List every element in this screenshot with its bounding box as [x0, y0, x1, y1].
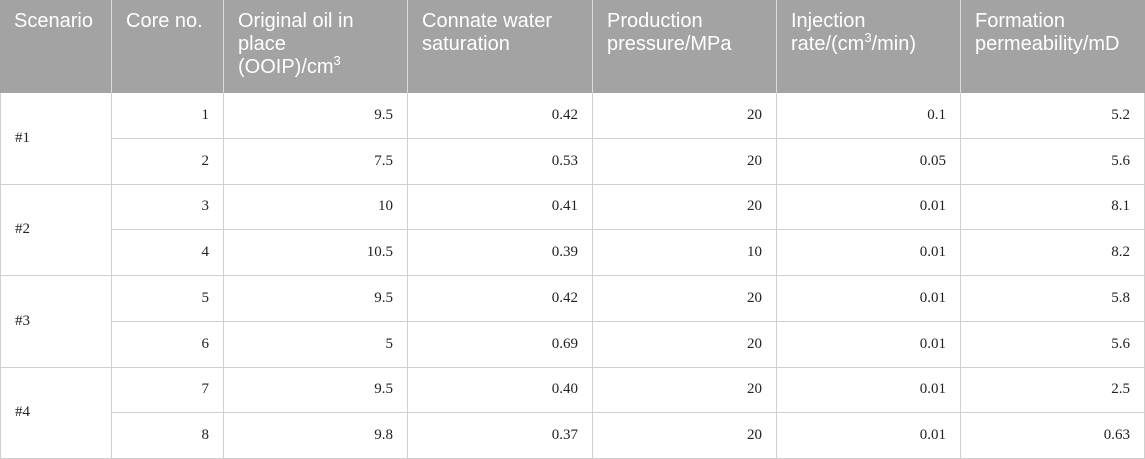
cell-permeability: 5.8 — [961, 276, 1145, 322]
cell-permeability: 5.6 — [961, 321, 1145, 368]
header-ooip-line2: place — [238, 33, 286, 55]
cell-core: 1 — [112, 93, 224, 139]
cell-ooip: 9.5 — [224, 367, 408, 414]
cell-pressure: 20 — [593, 138, 777, 185]
header-connate-water: Connate water saturation — [408, 0, 593, 93]
header-injection-unit-tail: /min) — [871, 33, 917, 55]
cell-ooip: 9.5 — [224, 276, 408, 322]
cell-connate: 0.40 — [408, 367, 593, 414]
scenario-cell: #2 — [0, 184, 112, 276]
header-core-no: Core no. — [112, 0, 224, 93]
header-ooip-superscript: 3 — [333, 53, 341, 68]
cell-core: 3 — [112, 184, 224, 231]
cell-injection: 0.01 — [777, 276, 961, 322]
cell-injection: 0.01 — [777, 184, 961, 231]
header-core-no-label: Core no. — [126, 10, 203, 32]
header-injection-rate: Injection rate/(cm3/min) — [777, 0, 961, 93]
cell-pressure: 10 — [593, 230, 777, 276]
cell-permeability: 5.6 — [961, 138, 1145, 185]
header-ooip-unit: (OOIP)/cm — [238, 56, 334, 78]
cell-injection: 0.01 — [777, 321, 961, 368]
cell-core: 6 — [112, 321, 224, 368]
header-permeability-line1: Formation — [975, 10, 1066, 32]
cell-permeability: 0.63 — [961, 413, 1145, 459]
cell-connate: 0.42 — [408, 276, 593, 322]
header-injection-superscript: 3 — [864, 30, 872, 45]
cell-injection: 0.1 — [777, 93, 961, 139]
cell-pressure: 20 — [593, 93, 777, 139]
cell-connate: 0.39 — [408, 230, 593, 276]
cell-connate: 0.69 — [408, 321, 593, 368]
cell-ooip: 5 — [224, 321, 408, 368]
cell-core: 7 — [112, 367, 224, 414]
header-injection-line1: Injection — [791, 10, 866, 32]
cell-connate: 0.41 — [408, 184, 593, 231]
cell-pressure: 20 — [593, 184, 777, 231]
header-ooip-line3: (OOIP)/cm3 — [238, 53, 401, 79]
cell-injection: 0.05 — [777, 138, 961, 185]
cell-permeability: 5.2 — [961, 93, 1145, 139]
header-formation-permeability: Formation permeability/mD — [961, 0, 1145, 93]
header-pressure-line1: Production — [607, 10, 703, 32]
cell-connate: 0.37 — [408, 413, 593, 459]
cell-ooip: 9.8 — [224, 413, 408, 459]
header-pressure-line2: pressure/MPa — [607, 33, 732, 55]
cell-ooip: 10 — [224, 184, 408, 231]
cell-connate: 0.42 — [408, 93, 593, 139]
cell-permeability: 2.5 — [961, 367, 1145, 414]
scenario-cell: #3 — [0, 276, 112, 368]
cell-injection: 0.01 — [777, 230, 961, 276]
cell-ooip: 9.5 — [224, 93, 408, 139]
cell-pressure: 20 — [593, 413, 777, 459]
cell-injection: 0.01 — [777, 367, 961, 414]
cell-core: 2 — [112, 138, 224, 185]
cell-core: 5 — [112, 276, 224, 322]
header-scenario: Scenario — [0, 0, 112, 93]
cell-connate: 0.53 — [408, 138, 593, 185]
cell-permeability: 8.1 — [961, 184, 1145, 231]
header-permeability-line2: permeability/mD — [975, 33, 1120, 55]
header-scenario-label: Scenario — [14, 10, 93, 32]
header-production-pressure: Production pressure/MPa — [593, 0, 777, 93]
header-ooip: Original oil in place (OOIP)/cm3 — [224, 0, 408, 93]
cell-pressure: 20 — [593, 321, 777, 368]
cell-ooip: 7.5 — [224, 138, 408, 185]
cell-core: 8 — [112, 413, 224, 459]
header-ooip-line1: Original oil in — [238, 10, 354, 32]
cell-ooip: 10.5 — [224, 230, 408, 276]
cell-pressure: 20 — [593, 276, 777, 322]
header-connate-line1: Connate water — [422, 10, 553, 32]
header-connate-line2: saturation — [422, 33, 510, 55]
cell-permeability: 8.2 — [961, 230, 1145, 276]
cell-injection: 0.01 — [777, 413, 961, 459]
header-injection-line2: rate/(cm3/min) — [791, 30, 954, 56]
scenario-cell: #4 — [0, 367, 112, 459]
cell-core: 4 — [112, 230, 224, 276]
scenario-cell: #1 — [0, 93, 112, 185]
header-injection-unit: rate/(cm — [791, 33, 865, 55]
cell-pressure: 20 — [593, 367, 777, 414]
